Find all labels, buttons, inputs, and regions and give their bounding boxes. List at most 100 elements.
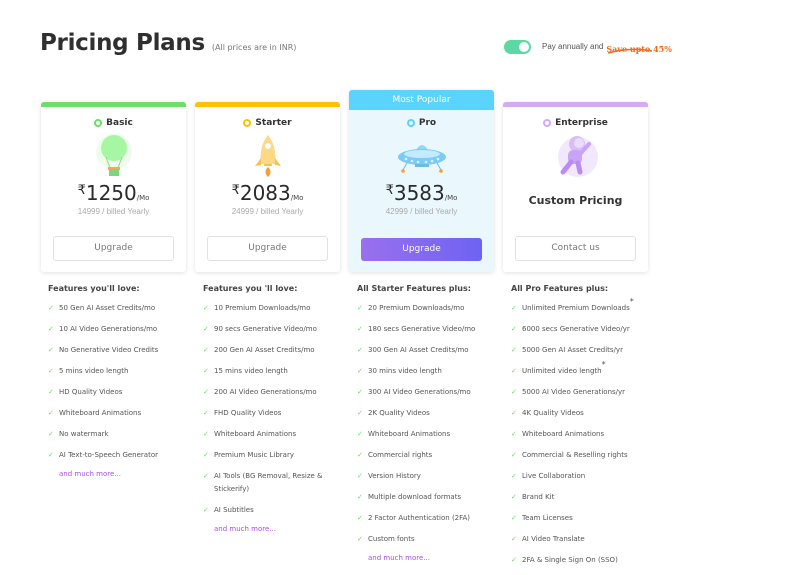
and-much-more-link[interactable]: and much more... — [214, 525, 276, 533]
list-item: ✓ No Generative Video Credits — [48, 344, 198, 357]
list-item: ✓ Commercial rights — [357, 449, 507, 462]
list-item: ✓ Version History — [357, 470, 507, 483]
check-icon: ✓ — [357, 535, 363, 543]
feature-text: Brand Kit — [522, 493, 555, 501]
plan-card-enterprise: Enterprise Custom Pricing Contact us — [503, 102, 648, 272]
list-item: ✓ Whiteboard Animations — [203, 428, 353, 441]
check-icon: ✓ — [357, 346, 363, 354]
check-icon: ✓ — [48, 409, 54, 417]
plan-price: ₹2083/Mo — [195, 181, 340, 205]
list-item: ✓ 50 Gen AI Asset Credits/mo — [48, 302, 198, 315]
feature-text: 200 AI Video Generations/mo — [214, 388, 317, 396]
billed-yearly: 14999 / billed Yearly — [77, 207, 150, 216]
save-callout: Save upto 45% — [606, 37, 671, 56]
and-much-more-link[interactable]: and much more... — [59, 470, 121, 478]
annual-billing-toggle[interactable] — [504, 39, 531, 54]
feature-text: 6000 secs Generative Video/yr — [522, 325, 630, 333]
check-icon: ✓ — [357, 430, 363, 438]
list-item: ✓ 5000 Gen AI Asset Credits/yr — [511, 344, 661, 357]
check-icon: ✓ — [511, 304, 517, 312]
and-much-more-link[interactable]: and much more... — [368, 554, 430, 562]
check-icon: ✓ — [511, 409, 517, 417]
check-icon: ✓ — [48, 388, 54, 396]
plan-price: ₹3583/Mo — [349, 181, 494, 205]
plan-name: Pro — [349, 118, 494, 128]
upgrade-button-basic[interactable]: Upgrade — [53, 236, 174, 261]
list-item: ✓ 4K Quality Videos — [511, 407, 661, 420]
currency-symbol: ₹ — [385, 183, 394, 198]
feature-heading: All Starter Features plus: — [357, 284, 471, 293]
list-item: ✓ Commercial & Reselling rights — [511, 449, 661, 462]
list-item: ✓ 6000 secs Generative Video/yr — [511, 323, 661, 336]
billed-yearly: 42999 / billed Yearly — [385, 207, 458, 216]
price-period: /Mo — [444, 194, 458, 202]
plan-name: Starter — [195, 118, 340, 128]
check-icon: ✓ — [511, 493, 517, 501]
list-item: ✓ 10 AI Video Generations/mo — [48, 323, 198, 336]
check-icon: ✓ — [48, 346, 54, 354]
feature-list-basic: Features you'll love: ✓ 50 Gen AI Asset C… — [48, 284, 198, 478]
check-icon: ✓ — [203, 472, 209, 480]
ring-icon — [243, 119, 252, 127]
list-item: ✓ AI Subtitles — [203, 504, 353, 517]
feature-text: Whiteboard Animations — [59, 409, 142, 417]
feature-text: No watermark — [59, 430, 109, 438]
plan-name-label: Basic — [106, 118, 133, 128]
list-item: ✓ No watermark — [48, 428, 198, 441]
plan-price: ₹1250/Mo — [41, 181, 186, 205]
list-item: ✓ AI Video Translate — [511, 533, 661, 546]
list-item: ✓ Live Collaboration — [511, 470, 661, 483]
check-icon: ✓ — [511, 430, 517, 438]
feature-text: 10 AI Video Generations/mo — [59, 325, 158, 333]
price-amount: 2083 — [239, 181, 291, 205]
list-item: ✓ 200 Gen AI Asset Credits/mo — [203, 344, 353, 357]
check-icon: ✓ — [357, 472, 363, 480]
contact-us-button[interactable]: Contact us — [515, 236, 636, 261]
feature-text: Premium Music Library — [214, 451, 294, 459]
check-icon: ✓ — [203, 388, 209, 396]
upgrade-button-pro[interactable]: Upgrade — [361, 238, 482, 261]
swoosh-underline-icon — [608, 48, 653, 54]
feature-text: 2FA & Single Sign On (SSO) — [522, 556, 618, 564]
check-icon: ✓ — [511, 346, 517, 354]
check-icon: ✓ — [48, 325, 54, 333]
feature-text: 4K Quality Videos — [522, 409, 584, 417]
list-item: ✓ AI Text-to-Speech Generator — [48, 449, 198, 462]
list-item: ✓ 180 secs Generative Video/mo — [357, 323, 507, 336]
plan-name-label: Enterprise — [555, 118, 608, 128]
feature-text: Team Licenses — [522, 514, 573, 522]
check-icon: ✓ — [203, 346, 209, 354]
check-icon: ✓ — [357, 493, 363, 501]
list-item: ✓ Premium Music Library — [203, 449, 353, 462]
list-item: ✓ 2FA & Single Sign On (SSO) — [511, 554, 661, 567]
list-item: ✓ 300 AI Video Generations/mo — [357, 386, 507, 399]
list-item: ✓ 5000 AI Video Generations/yr — [511, 386, 661, 399]
check-icon: ✓ — [511, 556, 517, 564]
check-icon: ✓ — [203, 325, 209, 333]
page-title: Pricing Plans — [40, 30, 205, 56]
upgrade-button-starter[interactable]: Upgrade — [207, 236, 328, 261]
list-item: ✓ 5 mins video length — [48, 365, 198, 378]
feature-text: 50 Gen AI Asset Credits/mo — [59, 304, 156, 312]
feature-text: Whiteboard Animations — [368, 430, 451, 438]
check-icon: ✓ — [511, 367, 517, 375]
feature-text: 10 Premium Downloads/mo — [214, 304, 311, 312]
check-icon: ✓ — [203, 367, 209, 375]
list-item: ✓ Whiteboard Animations — [511, 428, 661, 441]
feature-text: AI Text-to-Speech Generator — [59, 451, 159, 459]
check-icon: ✓ — [357, 388, 363, 396]
plan-name: Enterprise — [503, 118, 648, 128]
page-header: Pricing Plans (All prices are in INR) — [40, 30, 296, 56]
list-item: ✓ 30 mins video length — [357, 365, 507, 378]
feature-text: 30 mins video length — [368, 367, 442, 375]
check-icon: ✓ — [511, 388, 517, 396]
price-amount: 3583 — [393, 181, 445, 205]
billed-yearly: 24999 / billed Yearly — [231, 207, 304, 216]
check-icon: ✓ — [511, 325, 517, 333]
list-item: ✓ Whiteboard Animations — [48, 407, 198, 420]
feature-text: 15 mins video length — [214, 367, 288, 375]
currency-symbol: ₹ — [231, 183, 240, 198]
list-item: ✓ Custom fonts — [357, 533, 507, 546]
feature-text: AI Subtitles — [214, 506, 254, 514]
list-item: ✓ 90 secs Generative Video/mo — [203, 323, 353, 336]
